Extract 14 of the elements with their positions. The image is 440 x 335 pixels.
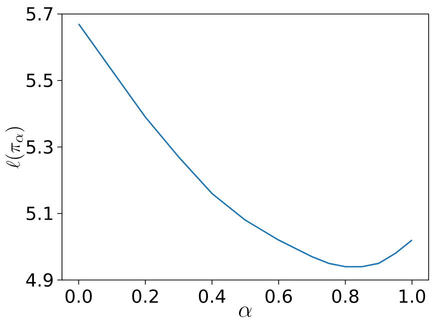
x-tick-label: 0.4 [198, 289, 226, 303]
y-tick-label: 5.3 [26, 140, 53, 154]
y-tick-label: 4.9 [26, 273, 53, 287]
x-tick-label: 0.8 [332, 289, 358, 303]
x-tick-label: 0.6 [266, 289, 292, 303]
y-axis-title: $\ell(\pi_\alpha)$ [5, 127, 25, 168]
x-axis-title: $\alpha$ [239, 306, 252, 317]
y-tick-label: 5.7 [26, 7, 52, 21]
line-series [78, 23, 413, 268]
x-tick-label: 0.2 [132, 289, 158, 303]
y-tick-label: 5.1 [26, 206, 52, 220]
y-tick-label: 5.5 [26, 74, 52, 88]
x-tick-label: 1.0 [400, 289, 426, 303]
x-tick-label: 0.0 [66, 289, 92, 303]
